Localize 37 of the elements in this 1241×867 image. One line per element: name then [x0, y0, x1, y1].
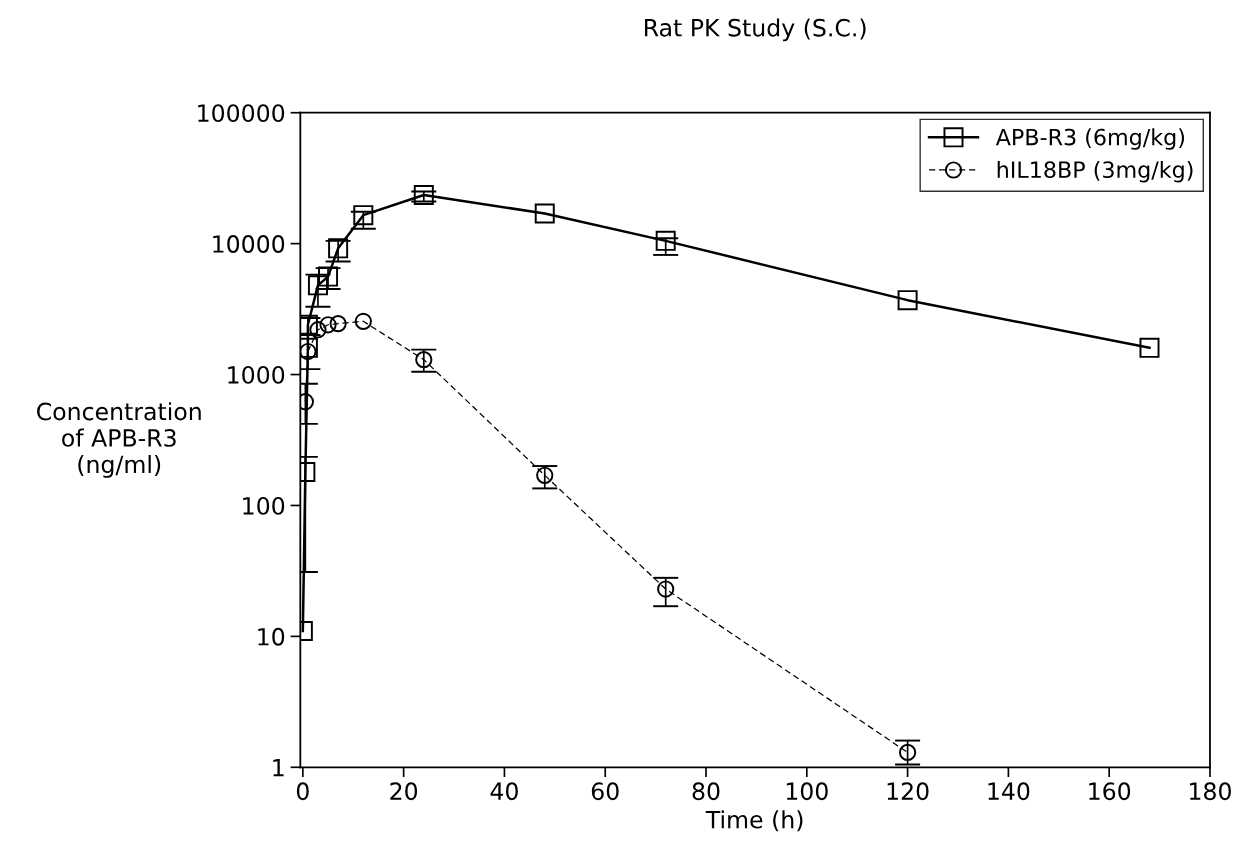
point	[413, 185, 434, 206]
point	[898, 743, 917, 761]
x-tick-label: 20	[390, 782, 418, 801]
point	[1139, 337, 1160, 358]
x-tick-label: 180	[1190, 782, 1231, 801]
x-tick-label: 40	[490, 782, 518, 801]
point	[655, 230, 676, 251]
legend-label: APB-R3 (6mg/kg)	[995, 128, 1185, 150]
point	[897, 290, 918, 311]
x-tick-label: 120	[887, 782, 929, 801]
y-axis-title: Concentration of APB-R3 (ng/ml)	[37, 402, 201, 478]
x-tick-label: 60	[591, 782, 619, 801]
x-tick-label: 140	[988, 782, 1030, 801]
point	[657, 580, 675, 598]
x-axis-title: Time (h)	[705, 810, 803, 832]
point	[534, 203, 555, 224]
y-tick-label: 1	[273, 759, 284, 777]
point	[354, 312, 372, 330]
point	[536, 466, 554, 484]
y-tick-label: 1000	[228, 365, 285, 384]
x-tick-label: 100	[786, 782, 828, 801]
y-tick-label: 100	[243, 496, 285, 515]
point	[319, 316, 337, 334]
point	[309, 321, 327, 339]
y-tick-label: 100000	[198, 104, 285, 123]
x-tick-label: 80	[692, 782, 720, 801]
point	[415, 351, 433, 369]
y-tick-label: 10000	[213, 235, 285, 253]
point	[307, 275, 328, 296]
chart-title: Rat PK Study (S.C.)	[645, 18, 866, 42]
point	[329, 314, 347, 333]
y-tick-label: 10	[258, 627, 285, 646]
point	[300, 342, 317, 361]
point	[353, 205, 374, 226]
x-tick-label: 160	[1089, 782, 1131, 801]
x-tick-label: 0	[296, 782, 309, 801]
legend-label: hIL18BP (3mg/kg)	[997, 160, 1193, 183]
